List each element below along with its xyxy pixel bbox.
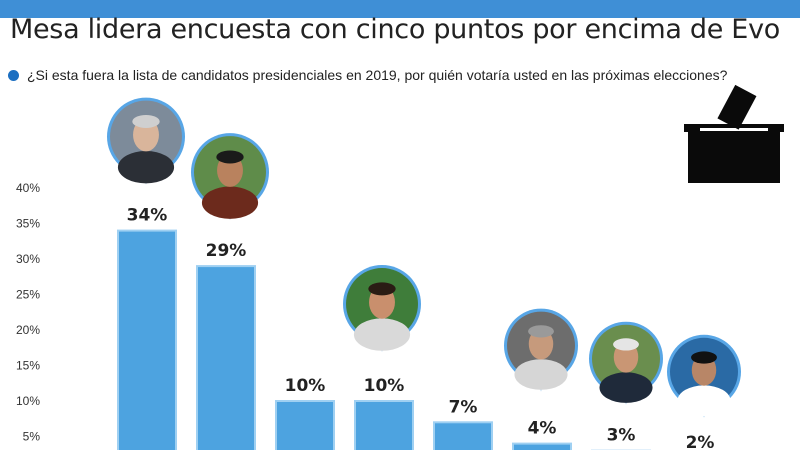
candidate-portrait (191, 133, 269, 221)
survey-question-text: ¿Si esta fuera la lista de candidatos pr… (27, 67, 728, 83)
y-tick-label: 30% (16, 252, 40, 266)
data-label: 29% (206, 241, 247, 261)
y-tick-label: 10% (16, 394, 40, 408)
y-tick-label: 25% (16, 288, 40, 302)
bars: 34% 29% 10% 10% 7% 4% 3% 2% (117, 206, 715, 450)
bar (512, 442, 572, 450)
bar (196, 265, 256, 450)
data-label: 4% (528, 419, 557, 439)
bar (117, 229, 177, 450)
bar (354, 400, 414, 450)
data-label: 7% (449, 397, 478, 417)
ballot-box-icon (684, 84, 784, 183)
data-label: 34% (127, 206, 168, 226)
data-label: 3% (607, 426, 636, 446)
bullet-icon (8, 69, 19, 81)
y-tick-label: 5% (23, 430, 41, 444)
bar (275, 400, 335, 450)
data-label: 2% (686, 433, 715, 450)
candidate-portrait (107, 97, 185, 185)
candidate-portrait (589, 321, 663, 405)
candidate-portrait (667, 334, 741, 418)
y-tick-label: 20% (16, 323, 40, 337)
data-label: 10% (285, 376, 326, 396)
y-tick-label: 35% (16, 217, 40, 231)
candidate-portrait (343, 265, 421, 352)
y-tick-label: 40% (16, 181, 40, 195)
top-accent-band (0, 0, 800, 18)
y-tick-label: 15% (16, 359, 40, 373)
y-axis: 5% 10% 15% 20% 25% 30% 35% 40% (16, 181, 40, 444)
survey-question: ¿Si esta fuera la lista de candidatos pr… (0, 62, 800, 88)
data-label: 10% (364, 376, 405, 396)
candidate-portraits (107, 97, 741, 418)
chart-title: Mesa lidera encuesta con cinco puntos po… (10, 14, 780, 45)
bar (433, 421, 493, 450)
candidate-portrait (504, 308, 578, 392)
